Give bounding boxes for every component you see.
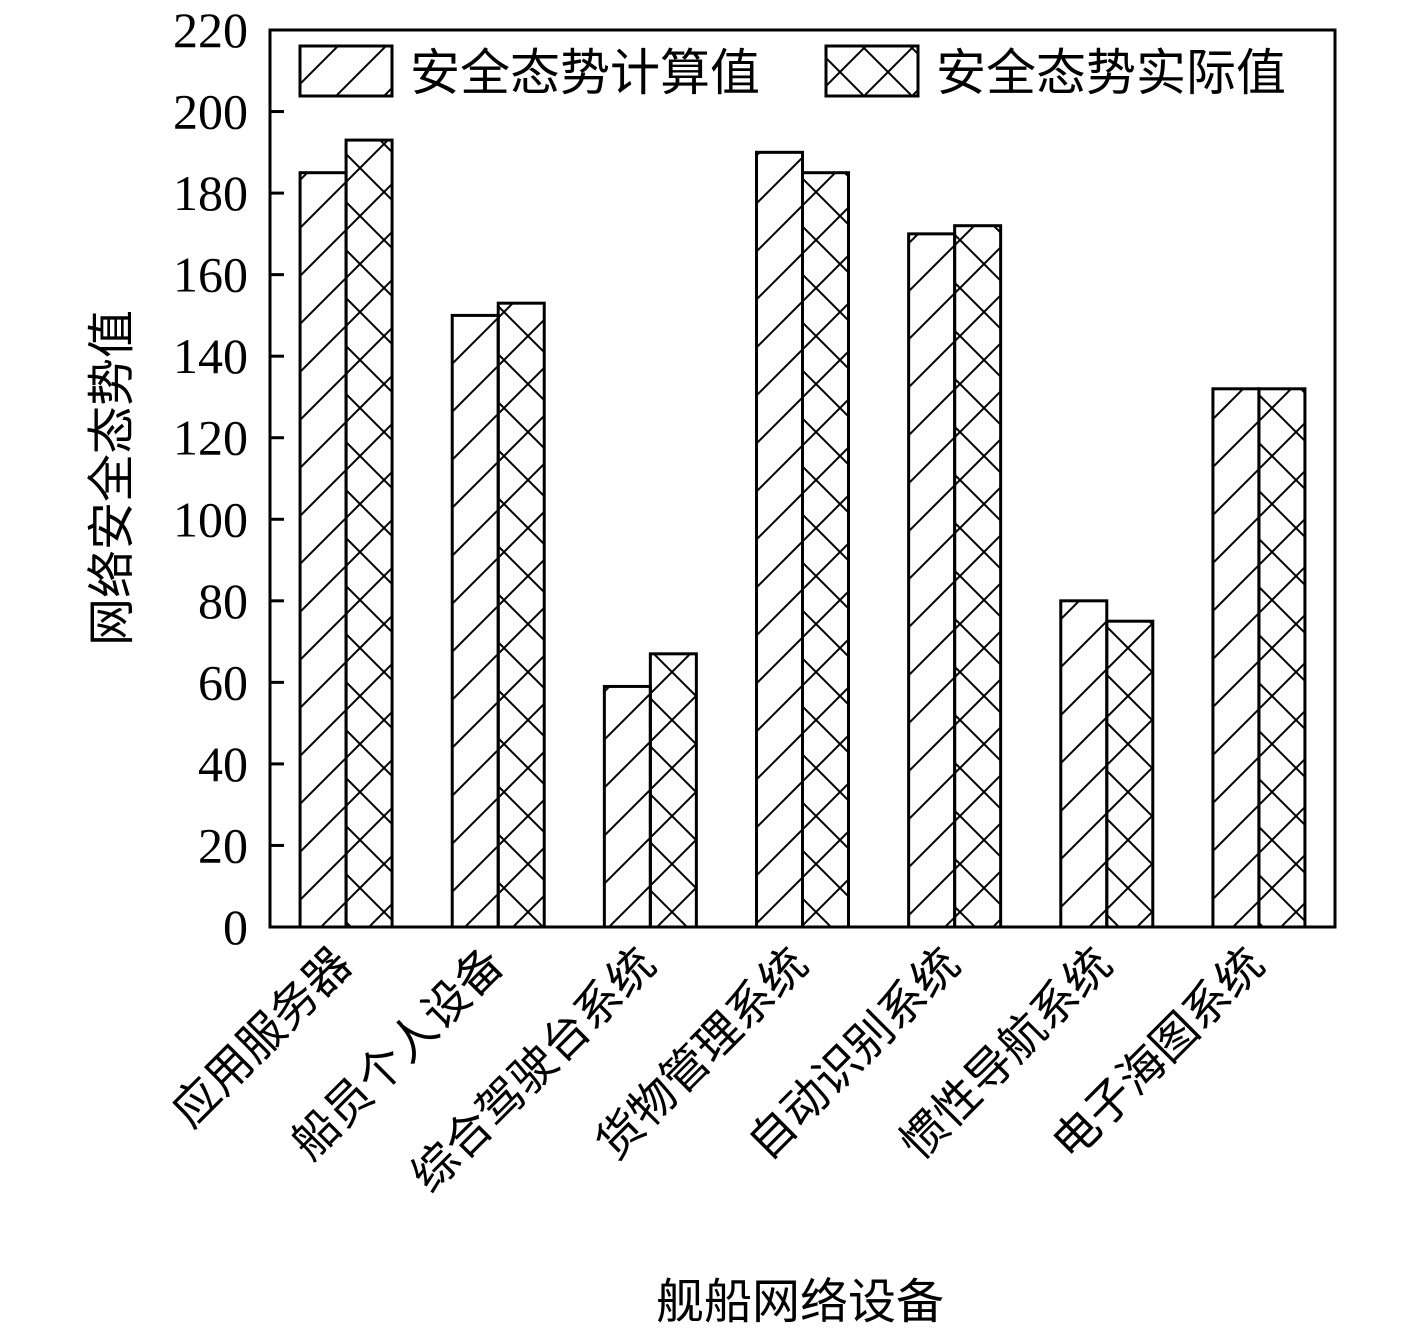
y-tick-label: 220 bbox=[173, 2, 248, 58]
legend-swatch-calculated bbox=[298, 44, 394, 98]
bars-group bbox=[298, 138, 1307, 929]
plot-frame bbox=[268, 28, 1337, 929]
y-tick-label: 200 bbox=[173, 84, 248, 140]
bar-actual-4 bbox=[953, 224, 1003, 929]
bar-actual-3 bbox=[801, 171, 850, 929]
legend-swatch-actual bbox=[824, 44, 920, 98]
bar-calculated-5 bbox=[1059, 599, 1109, 929]
bar-calculated-2 bbox=[602, 684, 652, 929]
y-tick-label: 80 bbox=[198, 573, 248, 629]
bar-calculated-0 bbox=[298, 171, 348, 929]
y-tick-label: 180 bbox=[173, 165, 248, 221]
bar-actual-0 bbox=[344, 138, 394, 929]
bar-calculated-3 bbox=[755, 150, 804, 929]
legend-label-actual: 安全态势实际值 bbox=[936, 44, 1286, 102]
y-axis-title: 网络安全态势值 bbox=[84, 310, 140, 646]
y-tick-label: 20 bbox=[198, 817, 248, 873]
legend: 安全态势计算值 安全态势实际值 bbox=[298, 44, 1286, 102]
bar-calculated-1 bbox=[450, 313, 500, 929]
bar-actual-5 bbox=[1105, 619, 1155, 929]
y-axis: 0 20 40 60 80 100 120 140 160 180 200 220 bbox=[173, 2, 284, 955]
legend-label-calculated: 安全态势计算值 bbox=[410, 44, 760, 102]
y-tick-label: 120 bbox=[173, 410, 248, 466]
bar-actual-2 bbox=[648, 652, 698, 929]
bar-actual-1 bbox=[496, 301, 546, 929]
y-tick-label: 0 bbox=[223, 899, 248, 955]
y-tick-label: 140 bbox=[173, 328, 248, 384]
bar-calculated-4 bbox=[907, 232, 957, 929]
y-tick-label: 100 bbox=[173, 491, 248, 547]
y-tick-label: 60 bbox=[198, 654, 248, 710]
x-axis: 应用服务器船员个人设备综合驾驶台系统货物管理系统自动识别系统惯性导航系统电子海图… bbox=[161, 937, 1275, 1203]
x-axis-title: 舰船网络设备 bbox=[656, 1274, 944, 1330]
bar-actual-6 bbox=[1257, 387, 1307, 929]
y-tick-label: 160 bbox=[173, 247, 248, 303]
bar-calculated-6 bbox=[1211, 387, 1261, 929]
y-tick-label: 40 bbox=[198, 736, 248, 792]
